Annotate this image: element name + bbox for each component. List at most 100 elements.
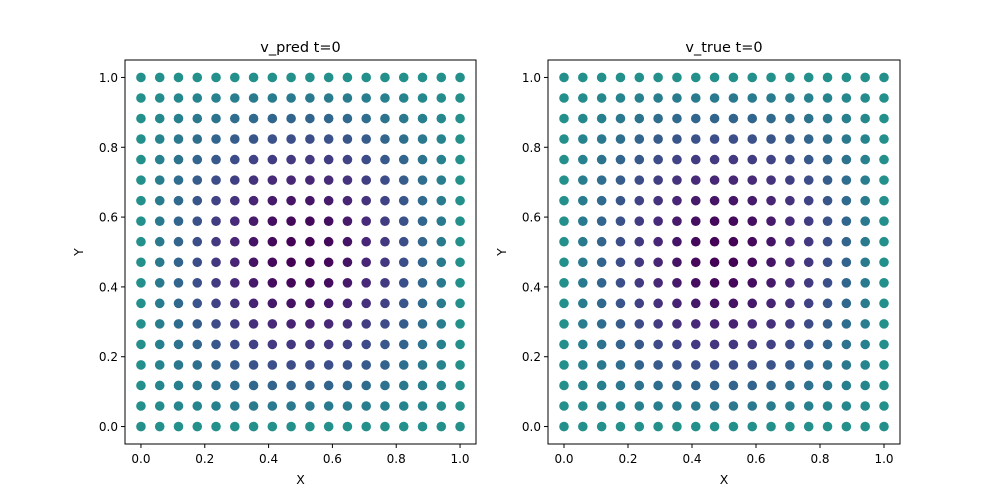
- scatter-point: [136, 257, 146, 268]
- y-tick-label: 0.8: [99, 141, 118, 155]
- scatter-point: [653, 72, 663, 83]
- scatter-point: [785, 195, 795, 206]
- scatter-point: [578, 319, 588, 329]
- scatter-point: [455, 195, 465, 206]
- scatter-point: [455, 319, 465, 329]
- scatter-point: [690, 72, 701, 83]
- scatter-point: [672, 154, 682, 165]
- scatter-point: [728, 175, 739, 185]
- scatter-point: [615, 278, 626, 288]
- scatter-point: [860, 421, 870, 432]
- scatter-point: [822, 401, 833, 411]
- scatter-point: [860, 216, 870, 226]
- scatter-point: [398, 93, 409, 103]
- scatter-point: [672, 93, 682, 103]
- scatter-point: [860, 154, 870, 165]
- scatter-point: [267, 339, 278, 350]
- scatter-point: [747, 421, 758, 432]
- scatter-point: [305, 216, 315, 226]
- scatter-point: [154, 113, 165, 124]
- scatter-point: [559, 339, 569, 350]
- scatter-point: [803, 319, 814, 329]
- scatter-point: [578, 257, 588, 268]
- scatter-point: [596, 113, 607, 124]
- scatter-point: [248, 401, 259, 411]
- scatter-point: [822, 113, 833, 124]
- scatter-point: [634, 257, 645, 268]
- scatter-point: [361, 72, 372, 83]
- scatter-point: [305, 236, 315, 247]
- scatter-point: [211, 278, 221, 288]
- scatter-point: [136, 93, 146, 103]
- scatter-point: [342, 257, 353, 268]
- scatter-point: [559, 113, 569, 124]
- scatter-point: [879, 72, 889, 83]
- scatter-point: [417, 216, 428, 226]
- scatter-point: [690, 93, 701, 103]
- scatter-point: [596, 216, 607, 226]
- scatter-point: [596, 175, 607, 185]
- scatter-point: [248, 360, 259, 370]
- scatter-point: [578, 278, 588, 288]
- scatter-point: [323, 236, 334, 247]
- scatter-point: [455, 380, 465, 391]
- scatter-point: [230, 93, 240, 103]
- scatter-point: [211, 380, 221, 391]
- scatter-point: [766, 134, 776, 144]
- scatter-point: [766, 360, 776, 370]
- scatter-point: [192, 175, 203, 185]
- scatter-point: [211, 421, 221, 432]
- scatter-point: [305, 195, 315, 206]
- scatter-point: [672, 401, 682, 411]
- x-tick-label: 0.0: [554, 452, 573, 466]
- scatter-point: [690, 298, 701, 309]
- scatter-point: [766, 236, 776, 247]
- scatter-point: [230, 236, 240, 247]
- scatter-point: [690, 175, 701, 185]
- scatter-point: [361, 134, 372, 144]
- scatter-point: [154, 134, 165, 144]
- scatter-point: [709, 339, 720, 350]
- scatter-point: [653, 134, 663, 144]
- scatter-point: [879, 134, 889, 144]
- scatter-point: [211, 216, 221, 226]
- scatter-point: [766, 72, 776, 83]
- scatter-point: [634, 236, 645, 247]
- scatter-point: [596, 421, 607, 432]
- scatter-point: [323, 175, 334, 185]
- scatter-point: [822, 93, 833, 103]
- scatter-point: [154, 93, 165, 103]
- scatter-point: [578, 216, 588, 226]
- scatter-point: [380, 360, 390, 370]
- scatter-point: [323, 339, 334, 350]
- scatter-point: [672, 278, 682, 288]
- scatter-point: [841, 278, 852, 288]
- scatter-point: [578, 339, 588, 350]
- scatter-point: [286, 360, 296, 370]
- scatter-point: [615, 421, 626, 432]
- x-tick-label: 0.4: [259, 452, 278, 466]
- scatter-point: [436, 257, 447, 268]
- x-axis-label: X: [296, 472, 305, 487]
- scatter-point: [615, 380, 626, 391]
- scatter-point: [230, 113, 240, 124]
- scatter-point: [455, 257, 465, 268]
- scatter-point: [455, 360, 465, 370]
- scatter-point: [841, 421, 852, 432]
- scatter-point: [766, 319, 776, 329]
- scatter-point: [154, 298, 165, 309]
- scatter-point: [785, 360, 795, 370]
- scatter-point: [267, 298, 278, 309]
- scatter-point: [785, 134, 795, 144]
- scatter-point: [230, 195, 240, 206]
- scatter-point: [559, 401, 569, 411]
- scatter-point: [380, 257, 390, 268]
- scatter-point: [192, 298, 203, 309]
- scatter-point: [672, 195, 682, 206]
- scatter-point: [398, 195, 409, 206]
- scatter-point: [672, 216, 682, 226]
- scatter-point: [417, 93, 428, 103]
- scatter-point: [803, 401, 814, 411]
- scatter-point: [634, 134, 645, 144]
- y-tick-label: 0.4: [99, 280, 118, 294]
